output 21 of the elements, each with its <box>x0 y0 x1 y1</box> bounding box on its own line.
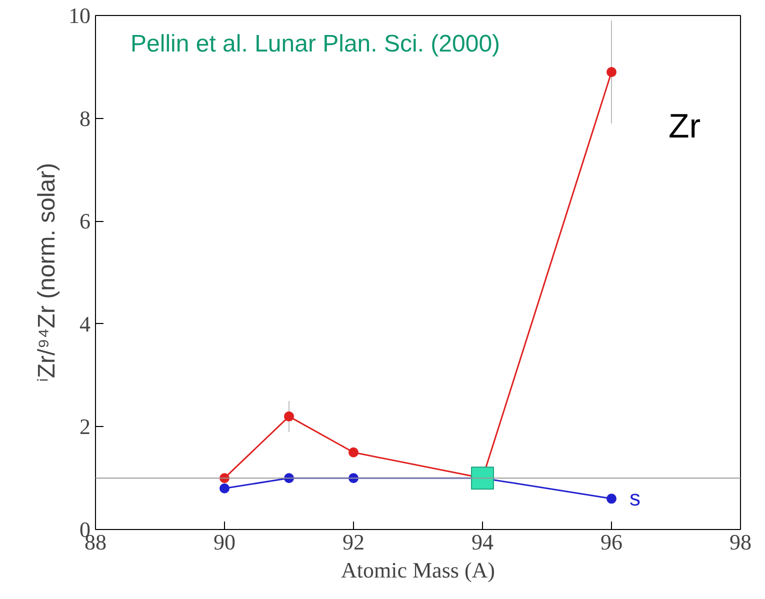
y-axis-title: ⁱZr/⁹⁴Zr (norm. solar) <box>34 162 60 382</box>
series-label: s <box>630 486 640 511</box>
annotation: Zr <box>668 108 701 146</box>
y-tick-label: 6 <box>80 208 90 234</box>
point <box>348 447 358 458</box>
y-tick-label: 4 <box>80 311 90 336</box>
y-tick-label: 2 <box>80 414 90 440</box>
x-axis-title: Atomic Mass (A) <box>341 558 495 582</box>
annotation: Pellin et al. Lunar Plan. Sci. (2000) <box>130 30 500 58</box>
y-tick-label: 8 <box>80 106 90 131</box>
x-tick-label: 90 <box>214 530 236 554</box>
x-tick-label: 92 <box>342 530 364 554</box>
x-tick-label: 98 <box>730 530 752 554</box>
x-tick-label: 96 <box>600 530 622 554</box>
point <box>606 67 616 78</box>
x-tick-label: 94 <box>472 530 494 554</box>
y-tick-label: 10 <box>68 3 90 28</box>
point <box>471 466 494 490</box>
point <box>220 483 230 494</box>
point <box>606 494 616 504</box>
point <box>284 411 294 422</box>
